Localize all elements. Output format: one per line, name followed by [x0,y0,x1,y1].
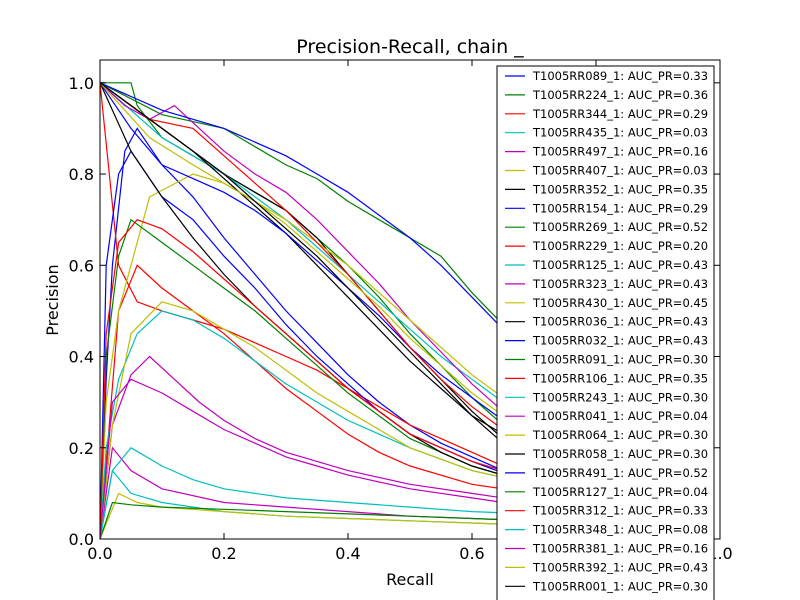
y-tick-label: 1.0 [69,74,94,93]
series-line-2 [100,82,535,476]
series-line-11 [100,82,535,435]
legend-label: T1005RR497_1: AUC_PR=0.16 [532,145,708,159]
legend-entry: T1005RR381_1: AUC_PR=0.16 [505,542,708,556]
y-tick-label: 0.8 [69,165,94,184]
chart-title: Precision-Recall, chain _ [296,36,524,58]
series-line-0 [100,127,535,539]
legend-entry: T1005RR352_1: AUC_PR=0.35 [505,182,708,196]
legend-label: T1005RR089_1: AUC_PR=0.33 [532,69,708,83]
legend-entry: T1005RR392_1: AUC_PR=0.43 [505,560,708,574]
legend-label: T1005RR041_1: AUC_PR=0.04 [532,409,708,423]
legend-label: T1005RR125_1: AUC_PR=0.43 [532,258,708,272]
plot-frame [99,59,721,540]
legend-label: T1005RR344_1: AUC_PR=0.29 [532,107,708,121]
legend-entry: T1005RR032_1: AUC_PR=0.43 [505,334,708,348]
x-axis-label: Recall [386,570,434,589]
legend-entry: T1005RR089_1: AUC_PR=0.33 [505,69,708,83]
legend-label: T1005RR323_1: AUC_PR=0.43 [532,277,708,291]
legend-entry: T1005RR243_1: AUC_PR=0.30 [505,390,708,404]
series-line-4 [100,355,535,539]
legend-entry: T1005RR224_1: AUC_PR=0.36 [505,88,708,102]
legend-entry: T1005RR497_1: AUC_PR=0.16 [505,145,708,159]
legend-entry: T1005RR435_1: AUC_PR=0.03 [505,126,708,140]
series-line-15 [100,218,535,539]
legend-entry: T1005RR154_1: AUC_PR=0.29 [505,201,708,215]
legend-label: T1005RR064_1: AUC_PR=0.30 [532,428,708,442]
y-tick-label: 0.0 [69,530,94,549]
legend-label: T1005RR001_1: AUC_PR=0.30 [532,579,708,593]
legend-label: T1005RR407_1: AUC_PR=0.03 [532,164,708,178]
legend-box [496,65,715,600]
legend-label: T1005RR106_1: AUC_PR=0.35 [532,371,708,385]
legend-label: T1005RR392_1: AUC_PR=0.43 [532,560,708,574]
legend-label: T1005RR032_1: AUC_PR=0.43 [532,334,708,348]
legend-label: T1005RR430_1: AUC_PR=0.45 [532,296,708,310]
legend-label: T1005RR058_1: AUC_PR=0.30 [532,447,708,461]
legend-entry: T1005RR036_1: AUC_PR=0.43 [505,315,708,329]
series-line-22 [100,501,535,539]
series-line-25 [100,378,535,539]
legend-entry: T1005RR312_1: AUC_PR=0.33 [505,504,708,518]
legend-label: T1005RR154_1: AUC_PR=0.29 [532,201,708,215]
legend-label: T1005RR243_1: AUC_PR=0.30 [532,390,708,404]
legend-label: T1005RR091_1: AUC_PR=0.30 [532,353,708,367]
series-line-23 [100,218,535,539]
series-line-26 [100,82,535,435]
legend-label: T1005RR224_1: AUC_PR=0.36 [532,88,708,102]
legend-label: T1005RR036_1: AUC_PR=0.43 [532,315,708,329]
series-line-10 [100,82,535,421]
legend-entry: T1005RR229_1: AUC_PR=0.20 [505,239,708,253]
y-tick-label: 0.2 [69,439,94,458]
series-line-5 [100,492,535,539]
legend-label: T1005RR312_1: AUC_PR=0.33 [532,504,708,518]
legend-entry: T1005RR058_1: AUC_PR=0.30 [505,447,708,461]
x-tick-label: 0.0 [87,544,112,563]
series-line-27 [100,82,535,467]
legend-label: T1005RR381_1: AUC_PR=0.16 [532,542,708,556]
x-tick-label: 0.2 [211,544,236,563]
legend-entry: T1005RR491_1: AUC_PR=0.52 [505,466,708,480]
y-tick-label: 0.4 [69,348,94,367]
legend-entry: T1005RR430_1: AUC_PR=0.45 [505,296,708,310]
series-line-19 [100,301,535,539]
legend-entry: T1005RR348_1: AUC_PR=0.08 [505,523,708,537]
legend-entry: T1005RR125_1: AUC_PR=0.43 [505,258,708,272]
legend-entry: T1005RR269_1: AUC_PR=0.52 [505,220,708,234]
series-line-12 [100,173,535,539]
x-tick-label: 0.4 [335,544,360,563]
legend-label: T1005RR127_1: AUC_PR=0.04 [532,485,708,499]
legend-entry: T1005RR344_1: AUC_PR=0.29 [505,107,708,121]
legend-entry: T1005RR323_1: AUC_PR=0.43 [505,277,708,291]
legend-entry: T1005RR091_1: AUC_PR=0.30 [505,353,708,367]
legend-label: T1005RR229_1: AUC_PR=0.20 [532,239,708,253]
series-line-16 [100,82,535,453]
legend-entry: T1005RR001_1: AUC_PR=0.30 [505,579,708,593]
y-axis-label: Precision [43,264,62,335]
legend-label: T1005RR435_1: AUC_PR=0.03 [532,126,708,140]
legend-entry: T1005RR407_1: AUC_PR=0.03 [505,164,708,178]
y-tick-label: 0.6 [69,256,94,275]
series-line-9 [100,264,535,539]
legend-label: T1005RR491_1: AUC_PR=0.52 [532,466,708,480]
series-line-14 [100,82,535,440]
legend: T1005RR089_1: AUC_PR=0.33 T1005RR224_1: A… [496,65,715,600]
x-tick-label: 0.6 [459,544,484,563]
legend-entry: T1005RR041_1: AUC_PR=0.04 [505,409,708,423]
series-line-17 [100,310,535,539]
series-layer [100,82,535,539]
legend-entry: T1005RR106_1: AUC_PR=0.35 [505,371,708,385]
series-line-21 [100,82,535,357]
legend-label: T1005RR352_1: AUC_PR=0.35 [532,182,708,196]
legend-entry: T1005RR064_1: AUC_PR=0.30 [505,428,708,442]
legend-label: T1005RR348_1: AUC_PR=0.08 [532,523,708,537]
legend-entry: T1005RR127_1: AUC_PR=0.04 [505,485,708,499]
series-line-24 [100,447,535,539]
legend-label: T1005RR269_1: AUC_PR=0.52 [532,220,708,234]
